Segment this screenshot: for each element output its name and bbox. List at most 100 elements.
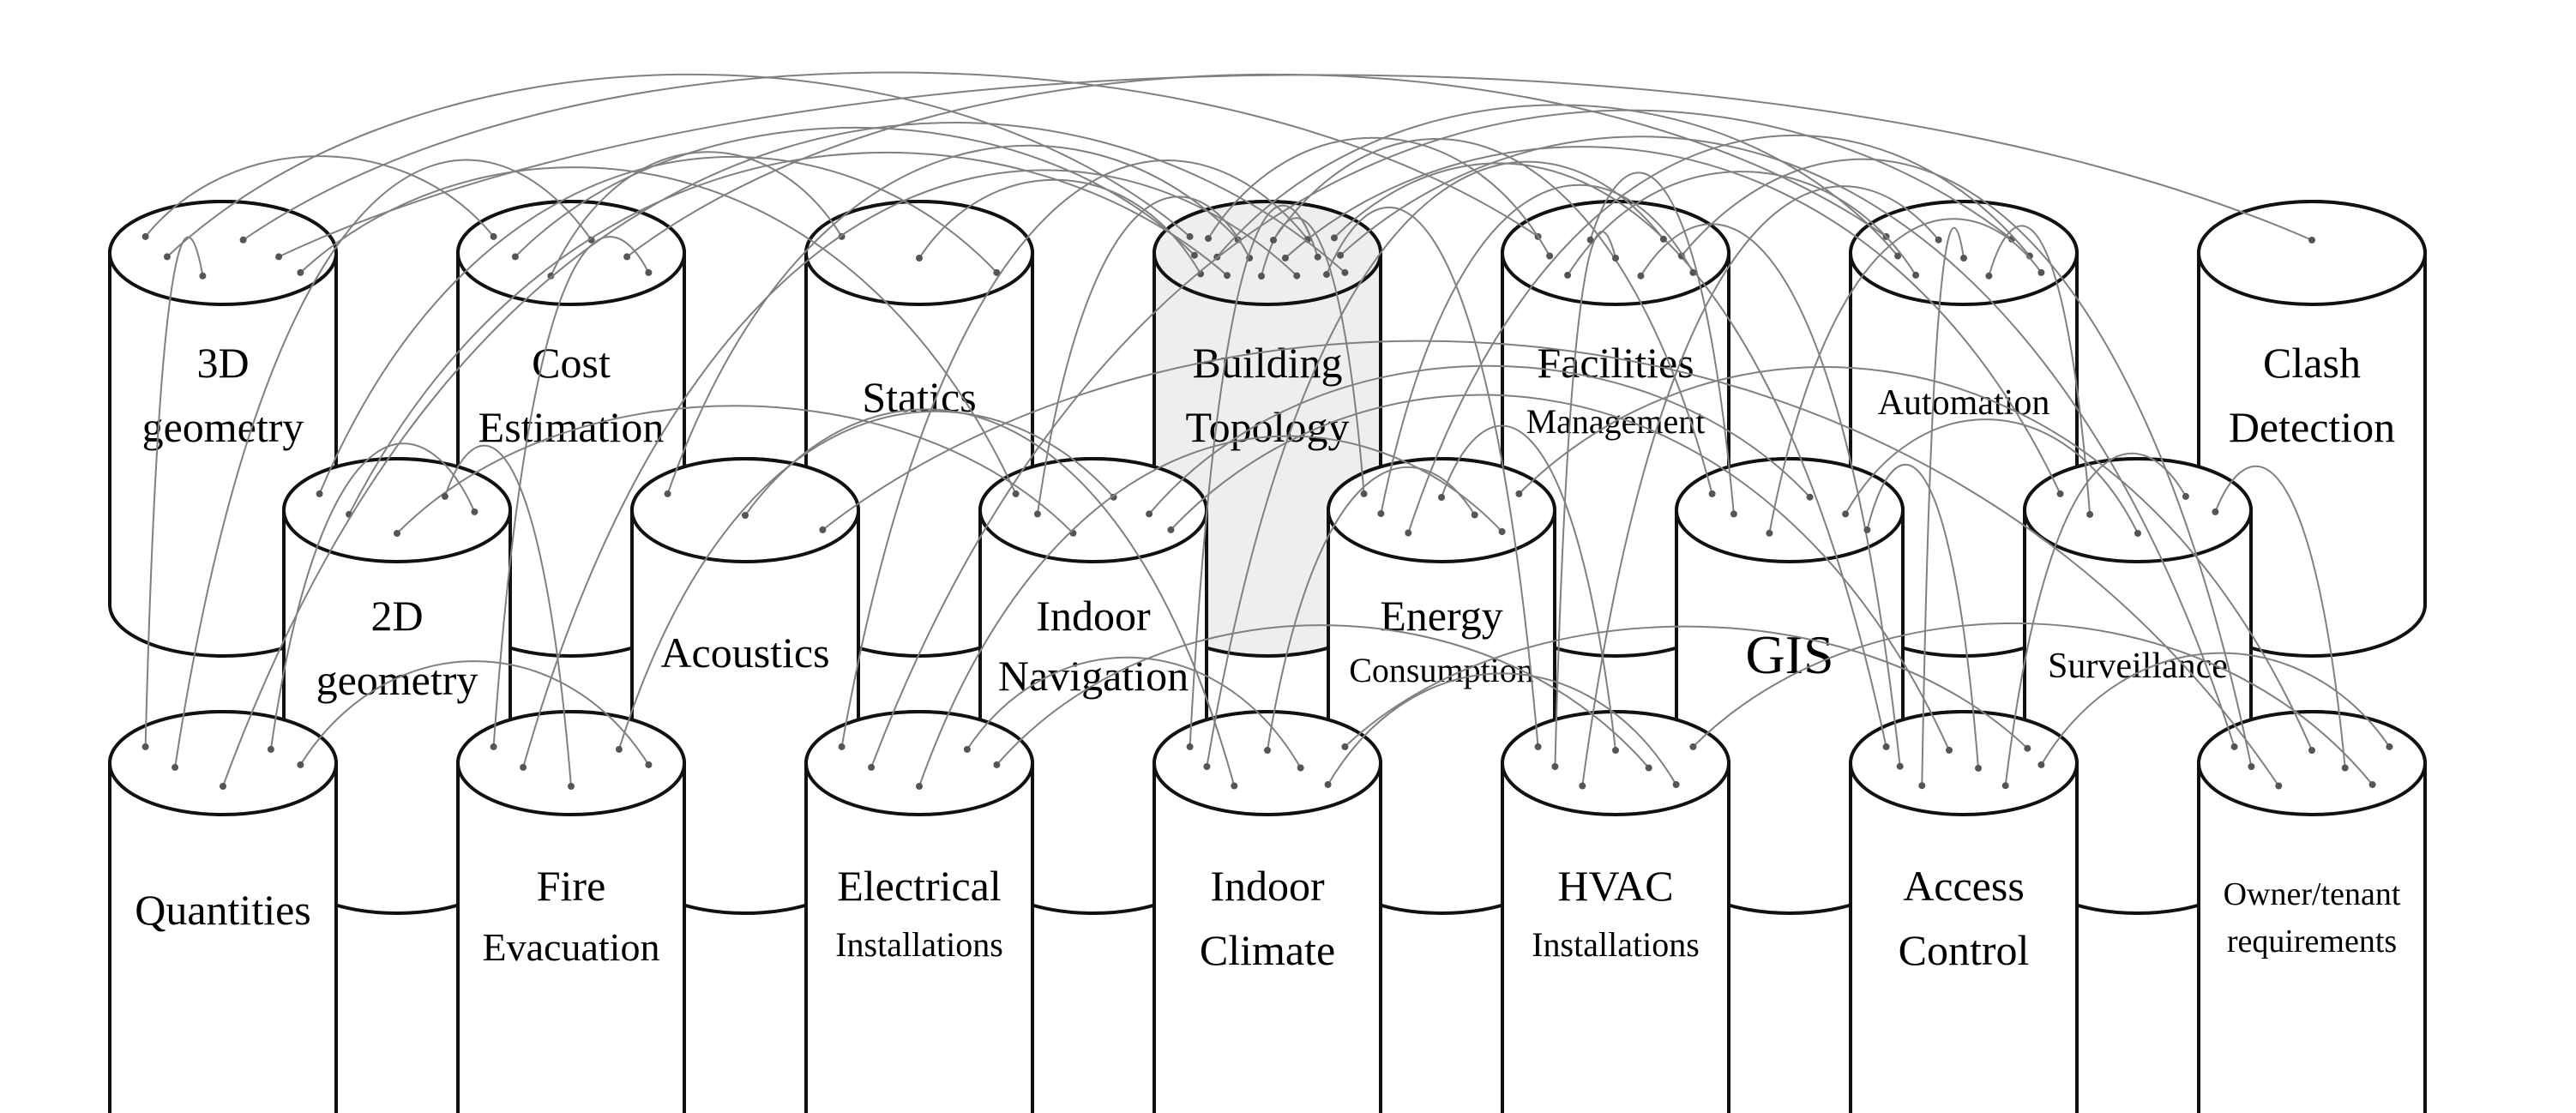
connection-endpoint [1203, 763, 1211, 770]
connection-endpoint [1546, 252, 1554, 260]
connection-endpoint [2037, 761, 2045, 768]
connection-endpoint [1564, 271, 1572, 279]
cylinder-fire-evacuation: Fire Evacuation [456, 710, 686, 1113]
connection-endpoint [1281, 254, 1289, 262]
connection-building-topology-to-access-control [1333, 162, 1887, 748]
cylinder-top [282, 457, 512, 563]
node-label: requirements [2227, 923, 2397, 960]
node-label: Indoor [1036, 592, 1151, 640]
node-label: HVAC [1557, 862, 1673, 910]
connection-endpoint [1314, 253, 1321, 261]
connection-endpoint [568, 783, 575, 790]
node-label: Installations [1532, 925, 1700, 964]
connection-3d-geometry-to-building-topology [166, 73, 1191, 258]
connection-facilities-management-to-access-control [1640, 223, 1901, 767]
connection-2d-geometry-to-quantities [269, 442, 476, 750]
connection-endpoint [2056, 490, 2064, 497]
connection-endpoint [1935, 236, 1942, 244]
connection-endpoint [2248, 763, 2255, 770]
middle-row-cylinders: 2D geometry Acoustics Indoor Navigation Energ… [282, 457, 2253, 915]
cylinder-top [1327, 457, 1556, 563]
connection-endpoint [1551, 763, 1559, 770]
connection-endpoint [1224, 272, 1231, 280]
connection-endpoint [1579, 782, 1586, 790]
node-label: Navigation [998, 652, 1189, 700]
connection-cost-estimation-to-statics [550, 151, 843, 277]
connection-endpoint [1672, 781, 1680, 788]
cylinder-top [108, 710, 338, 816]
cylinder-acoustics: Acoustics [630, 457, 860, 915]
node-label: Estimation [478, 403, 665, 451]
cylinder-surveillance: Surveillance [2023, 457, 2253, 915]
connection-quantities-to-fire-evacuation [299, 660, 650, 766]
connection-surveillance-to-access-control [2004, 452, 2187, 786]
connection-surveillance-to-owner-tenant-requirements [2214, 465, 2346, 768]
connection-endpoint [2275, 782, 2283, 790]
connection-endpoint [645, 761, 653, 768]
connection-lines [141, 71, 2393, 790]
connection-facilities-management-to-owner-tenant-requirements [1681, 158, 2253, 767]
connection-endpoint [297, 268, 304, 276]
connection-endpoint [2086, 510, 2094, 518]
connection-endpoint [1110, 493, 1117, 501]
connection-endpoint [141, 743, 149, 750]
cylinder-top [108, 200, 338, 306]
front-row-cylinders: Quantities Fire Evacuation Electrical Instal… [108, 710, 2427, 1113]
connection-endpoint [267, 745, 274, 753]
node-label: Energy [1380, 592, 1502, 640]
connection-access-control-to-owner-tenant-requirements [2040, 652, 2391, 766]
connection-endpoint [993, 268, 1001, 276]
connection-endpoint [1323, 271, 1330, 279]
connection-endpoint [1708, 490, 1716, 497]
cylinder-top [1153, 710, 1382, 816]
connection-endpoint [2001, 782, 2009, 790]
node-label: GIS [1745, 624, 1833, 685]
connection-automation-to-energy-consumption [1407, 134, 2031, 533]
connection-endpoint [1360, 490, 1368, 497]
connection-endpoint [1863, 526, 1871, 533]
connection-cost-estimation-to-automation [626, 73, 1887, 258]
connection-endpoint [2368, 781, 2376, 788]
connection-endpoint [1330, 234, 1338, 242]
connection-endpoint [141, 232, 149, 240]
node-label: Access [1903, 862, 2025, 910]
connection-building-topology-to-2d-geometry [348, 151, 1228, 515]
node-label: Installations [835, 925, 1003, 964]
connection-endpoint [1167, 526, 1175, 533]
cylinder-clash-detection: Clash Detection [2197, 200, 2427, 658]
connection-acoustics-to-owner-tenant-requirements [822, 340, 2280, 787]
node-label: geometry [142, 403, 304, 451]
connection-endpoint [916, 255, 923, 262]
connection-3d-geometry-to-quantities [144, 236, 204, 747]
connection-endpoint [275, 253, 283, 261]
connection-automation-to-hvac-installations [1581, 185, 1940, 786]
connection-facilities-management-to-automation [1567, 171, 1917, 276]
connection-endpoint [2308, 237, 2315, 244]
cylinder-top [456, 200, 686, 306]
connection-endpoint [520, 763, 527, 771]
connection-automation-to-surveillance [1988, 225, 2091, 514]
connection-automation-to-gis [1768, 218, 2043, 533]
connection-endpoint [1882, 743, 1890, 750]
connection-endpoint [547, 272, 555, 280]
connection-electrical-installations-to-hvac-installations [996, 624, 1650, 769]
connection-endpoint [645, 268, 653, 276]
connection-endpoint [1637, 272, 1645, 280]
connection-building-topology-to-fire-evacuation [522, 169, 1297, 768]
node-label: Fire [537, 862, 606, 910]
connection-endpoint [1231, 782, 1238, 790]
cylinder-gis: GIS [1675, 457, 1905, 915]
connection-endpoint [1341, 743, 1349, 750]
connection-building-topology-to-indoor-climate [1189, 204, 1319, 747]
node-label: 3D [196, 339, 249, 387]
connection-endpoint [1258, 273, 1265, 280]
connection-endpoint [1324, 781, 1332, 788]
node-label: Indoor [1210, 862, 1325, 910]
connection-building-topology-to-acoustics [666, 144, 1239, 495]
connection-endpoint [742, 512, 749, 519]
cylinder-top [2197, 200, 2427, 306]
node-label: Evacuation [483, 925, 660, 969]
